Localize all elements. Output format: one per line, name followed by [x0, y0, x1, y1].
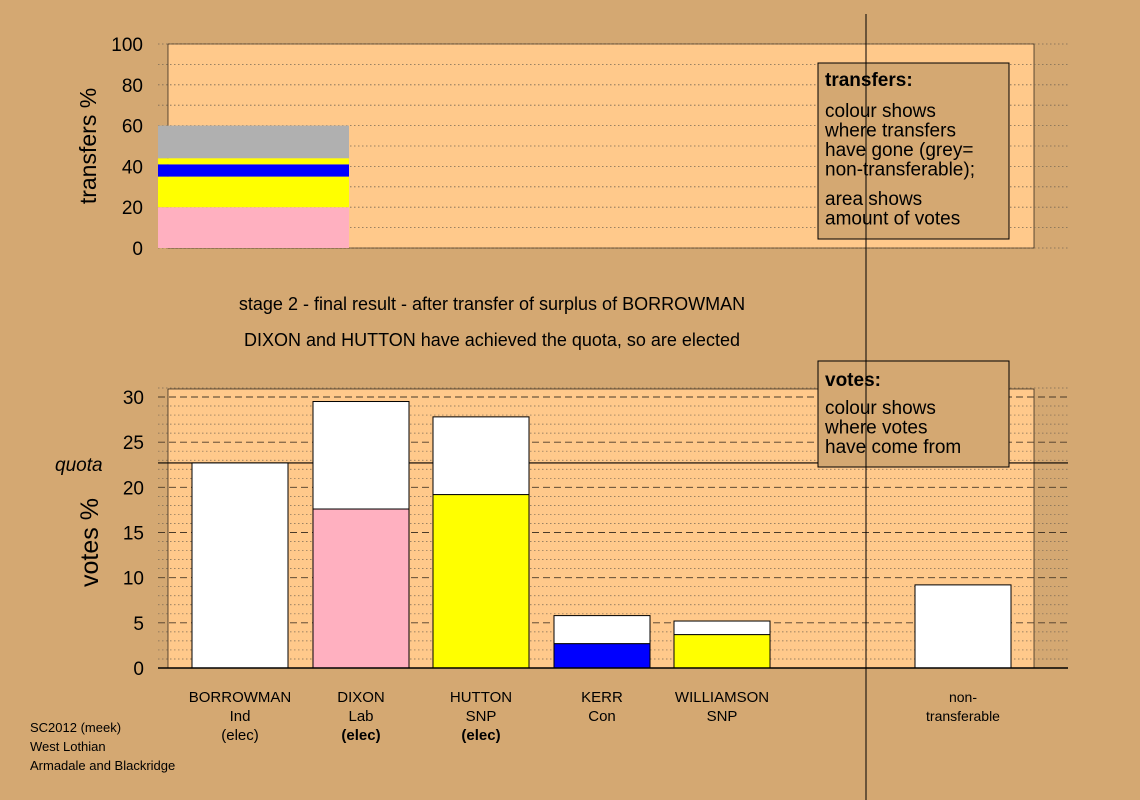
transfer-segment-yellow: [158, 158, 349, 165]
transfer-segment-grey: [158, 125, 349, 159]
candidate-name-label: BORROWMAN: [189, 689, 292, 706]
transfers-legend-text: area shows: [825, 189, 922, 210]
caption-elected: DIXON and HUTTON have achieved the quota…: [244, 330, 740, 350]
votes-y-tick-label: 20: [123, 478, 144, 499]
transfer-segment-blue: [158, 164, 349, 177]
transfers-legend-text: non-transferable);: [825, 160, 975, 181]
vote-bar-segment-williamson: [673, 620, 771, 636]
footer-election: SC2012 (meek): [30, 720, 121, 735]
votes-y-axis-label: votes %: [76, 498, 104, 587]
candidate-name-label: non-: [949, 689, 977, 705]
candidate-status-label: (elec): [341, 727, 380, 744]
transfers-y-axis-label: transfers %: [75, 88, 101, 204]
transfers-y-tick-label: 100: [111, 35, 143, 56]
vote-bar-segment-hutton: [432, 494, 530, 669]
vote-bar-segment-non-transferable: [914, 584, 1012, 669]
vote-bar-segment-kerr: [553, 615, 651, 645]
votes-legend-text: have come from: [825, 437, 961, 458]
candidate-status-label: (elec): [221, 727, 259, 744]
footer-council: West Lothian: [30, 739, 106, 754]
candidate-name-label: DIXON: [337, 689, 385, 706]
transfer-segment-pink: [158, 207, 349, 248]
candidate-party-label: SNP: [466, 708, 497, 725]
transfers-y-tick-label: 20: [122, 198, 143, 219]
transfers-legend-text: have gone (grey=: [825, 140, 973, 161]
candidate-party-label: SNP: [707, 708, 738, 725]
candidate-status-label: (elec): [461, 727, 500, 744]
transfers-legend-box: [817, 62, 1010, 240]
candidate-name-label: HUTTON: [450, 689, 512, 706]
vote-bar-segment-hutton: [432, 416, 530, 496]
vote-bar-segment-borrowman: [191, 462, 289, 669]
vote-bar-segment-kerr: [553, 643, 651, 669]
candidate-party-label: Con: [588, 708, 616, 725]
transfers-legend-text: where transfers: [824, 121, 956, 142]
votes-legend-text: colour shows: [825, 398, 936, 419]
vote-bar-segment-williamson: [673, 634, 771, 669]
votes-legend-text: where votes: [824, 418, 927, 439]
vote-bar-segment-dixon: [312, 508, 410, 669]
candidate-party-label: Lab: [348, 708, 373, 725]
candidate-party-label: transferable: [926, 708, 1000, 724]
votes-legend-box: [817, 360, 1010, 468]
votes-legend-title: votes:: [825, 370, 881, 391]
candidate-name-label: WILLIAMSON: [675, 689, 769, 706]
vote-bar-segment-dixon: [312, 401, 410, 510]
votes-y-tick-label: 25: [123, 433, 144, 454]
transfer-segment-yellow: [158, 176, 349, 208]
transfers-legend-title: transfers:: [825, 70, 913, 91]
footer-ward: Armadale and Blackridge: [30, 758, 175, 773]
votes-y-tick-label: 30: [123, 388, 144, 409]
transfers-y-tick-label: 80: [122, 76, 143, 97]
transfers-y-tick-label: 40: [122, 157, 143, 178]
votes-y-tick-label: 5: [133, 614, 144, 635]
transfers-y-tick-label: 0: [132, 239, 143, 260]
votes-y-tick-label: 0: [133, 659, 144, 680]
caption-stage: stage 2 - final result - after transfer …: [239, 294, 745, 314]
quota-label: quota: [55, 455, 103, 476]
transfers-legend-text: colour shows: [825, 101, 936, 122]
candidate-name-label: KERR: [581, 689, 623, 706]
candidate-party-label: Ind: [230, 708, 251, 725]
votes-y-tick-label: 15: [123, 524, 144, 545]
votes-y-tick-label: 10: [123, 569, 144, 590]
transfers-y-tick-label: 60: [122, 117, 143, 138]
transfers-legend-text: amount of votes: [825, 209, 960, 230]
